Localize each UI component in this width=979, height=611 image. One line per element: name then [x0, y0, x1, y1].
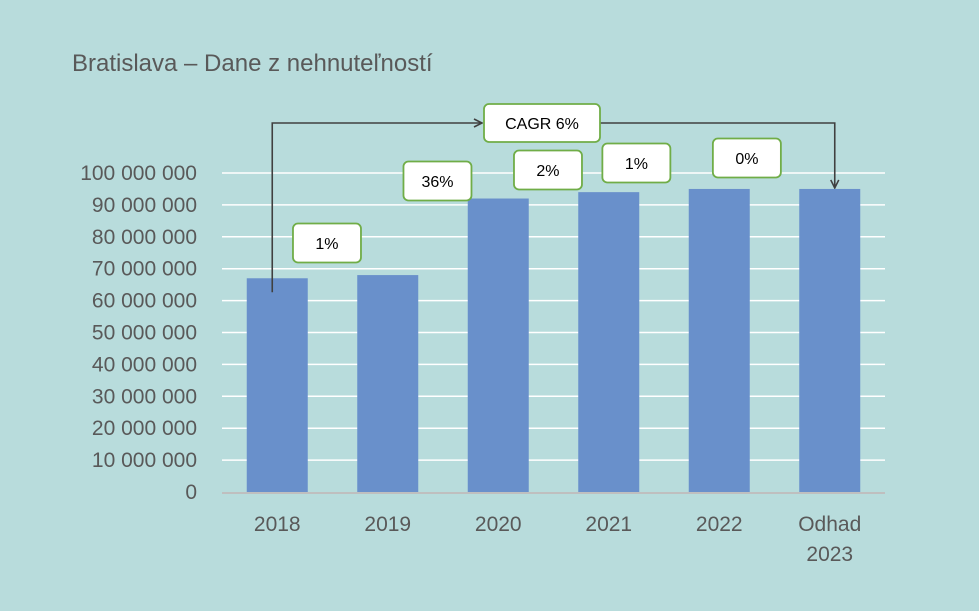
- growth-label: 36%: [402, 160, 473, 202]
- x-tick-label: 2022: [696, 513, 743, 536]
- x-tick-label: 2019: [364, 513, 411, 536]
- label-text: 2%: [536, 163, 559, 180]
- y-tick-label: 10 000 000: [92, 449, 197, 472]
- annotations: CAGR 6% 1% 36% 2% 1% 0%: [271, 103, 835, 293]
- bar: [688, 188, 750, 492]
- x-tick-label: 2023: [806, 543, 853, 566]
- y-tick-label: 20 000 000: [92, 417, 197, 440]
- label-text: 36%: [421, 174, 453, 191]
- chart-title: Bratislava – Dane z nehnuteľností: [72, 50, 433, 77]
- label-box: [483, 103, 601, 143]
- cagr-label: CAGR 6%: [483, 103, 601, 143]
- x-tick-label: Odhad: [798, 513, 861, 536]
- x-tick-label: 2021: [585, 513, 632, 536]
- bar: [357, 275, 419, 492]
- label-text: 1%: [315, 236, 338, 253]
- growth-label: 0%: [711, 137, 782, 179]
- label-box: [601, 142, 672, 184]
- x-tick-label: 2018: [254, 513, 301, 536]
- label-box: [292, 222, 362, 264]
- y-tick-label: 60 000 000: [92, 290, 197, 313]
- label-text: 0%: [735, 151, 758, 168]
- bar: [799, 188, 861, 492]
- axes: 0 10 000 000 20 000 000 30 000 000 40 000 00…: [80, 162, 885, 566]
- y-tick-label: 70 000 000: [92, 258, 197, 281]
- y-tick-label: 90 000 000: [92, 194, 197, 217]
- y-tick-label: 30 000 000: [92, 385, 197, 408]
- label-box: [711, 137, 782, 179]
- y-tick-label: 80 000 000: [92, 226, 197, 249]
- label-box: [513, 149, 583, 191]
- y-tick-label: 100 000 000: [80, 162, 197, 185]
- bar: [578, 192, 640, 492]
- y-tick-label: 40 000 000: [92, 353, 197, 376]
- x-tick-label: 2020: [475, 513, 522, 536]
- growth-label: 1%: [292, 222, 362, 264]
- label-text: 1%: [625, 156, 648, 173]
- gridlines: [222, 172, 885, 461]
- bar: [467, 198, 529, 492]
- y-tick-label: 0: [185, 481, 197, 504]
- growth-label: 1%: [601, 142, 672, 184]
- cagr-arrow-right: [600, 122, 835, 188]
- growth-label: 2%: [513, 149, 583, 191]
- bars: [246, 188, 861, 492]
- y-tick-label: 50 000 000: [92, 322, 197, 345]
- bar: [246, 278, 308, 492]
- label-box: [402, 160, 473, 202]
- cagr-arrow-left: [271, 123, 482, 293]
- label-text: CAGR 6%: [505, 116, 579, 133]
